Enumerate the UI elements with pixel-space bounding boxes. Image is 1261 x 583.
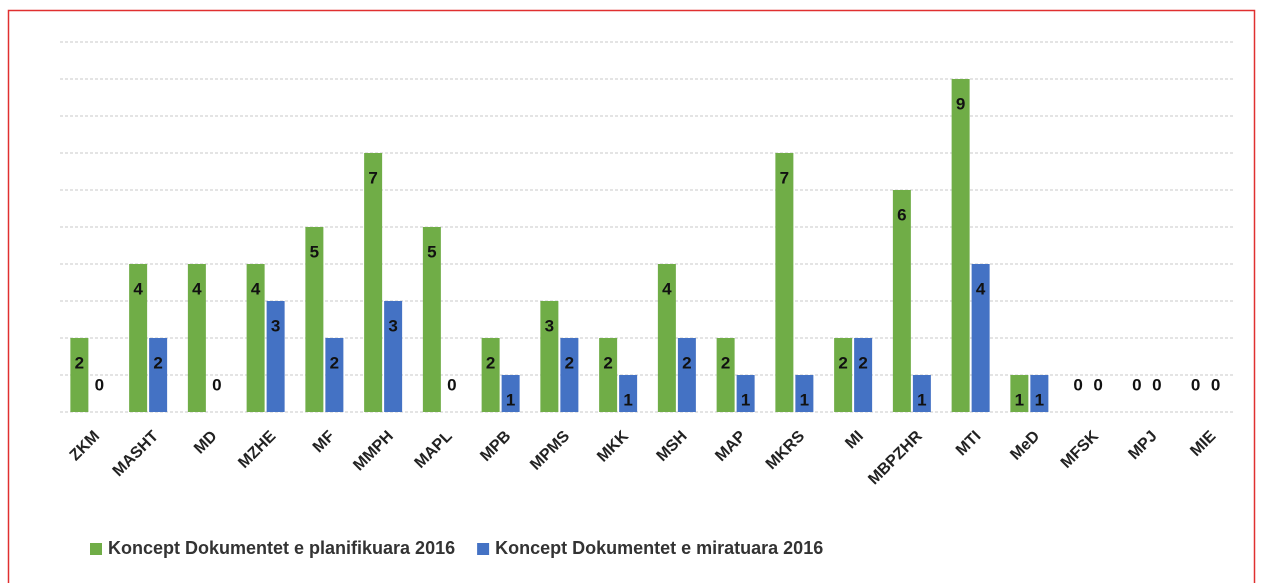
data-label: 4 (976, 279, 986, 298)
x-tick-label: MeD (1007, 428, 1043, 464)
legend-label: Koncept Dokumentet e miratuara 2016 (495, 538, 823, 558)
data-label: 2 (330, 353, 339, 372)
legend-swatch (90, 543, 102, 555)
data-label: 1 (917, 390, 926, 409)
data-label: 1 (800, 390, 809, 409)
data-label: 1 (623, 390, 632, 409)
x-tick-label: MFSK (1058, 427, 1102, 471)
data-label: 0 (95, 375, 104, 394)
data-label: 3 (388, 316, 397, 335)
x-tick-label: MD (191, 428, 221, 458)
bar (1010, 375, 1029, 412)
bar (70, 338, 89, 412)
data-label: 0 (1152, 375, 1161, 394)
frame (7, 9, 1256, 583)
bar (481, 338, 500, 412)
data-label: 0 (1073, 375, 1082, 394)
bar (305, 227, 324, 412)
bar (422, 227, 441, 412)
data-label: 2 (603, 353, 612, 372)
bar (854, 338, 873, 412)
legend-swatch (477, 543, 490, 555)
x-tick-label: MPJ (1125, 428, 1160, 463)
bar (951, 79, 970, 412)
x-tick-label: MZHE (235, 428, 279, 472)
data-label: 0 (1191, 375, 1200, 394)
data-label: 2 (565, 353, 574, 372)
bar (384, 301, 403, 412)
data-label: 0 (1093, 375, 1102, 394)
bar (599, 338, 618, 412)
x-tick-label: MI (842, 428, 867, 453)
data-label: 4 (133, 279, 143, 298)
data-label: 2 (682, 353, 691, 372)
data-label: 1 (1035, 390, 1044, 409)
bar (657, 264, 676, 412)
data-label: 3 (545, 316, 554, 335)
data-label: 4 (662, 279, 672, 298)
data-label: 0 (212, 375, 221, 394)
data-label: 0 (447, 375, 456, 394)
bar (364, 153, 383, 412)
data-label: 1 (1015, 390, 1024, 409)
x-tick-label: MKK (594, 427, 632, 465)
x-tick-label: MIE (1187, 428, 1219, 460)
bar (912, 375, 931, 412)
bar (892, 190, 911, 412)
x-tick-label: MSH (654, 428, 691, 465)
data-label: 6 (897, 205, 906, 224)
x-tick-label: MTI (953, 428, 985, 460)
x-tick-label: MF (310, 428, 339, 457)
data-label: 2 (838, 353, 847, 372)
data-label: 5 (427, 242, 436, 261)
bar (129, 264, 148, 412)
bar (834, 338, 853, 412)
x-tick-label: MMPH (350, 428, 397, 475)
data-label: 1 (506, 390, 515, 409)
data-label: 4 (251, 279, 261, 298)
x-tick-label: MAP (712, 428, 749, 465)
data-label: 2 (721, 353, 730, 372)
bar (246, 264, 265, 412)
x-tick-label: MASHT (110, 428, 162, 480)
bar (1030, 375, 1049, 412)
data-label: 0 (1132, 375, 1141, 394)
legend-label: Koncept Dokumentet e planifikuara 2016 (108, 538, 455, 558)
bar (716, 338, 735, 412)
bar (501, 375, 520, 412)
bar (736, 375, 755, 412)
bar (795, 375, 814, 412)
x-tick-label: MKRS (763, 428, 809, 474)
bar (325, 338, 344, 412)
data-label: 4 (192, 279, 202, 298)
bar (540, 301, 559, 412)
x-tick-label: ZKM (67, 428, 104, 465)
bar (266, 301, 285, 412)
bar (187, 264, 206, 412)
data-label: 1 (741, 390, 750, 409)
bar (619, 375, 638, 412)
x-tick-label: MBPZHR (865, 427, 926, 488)
data-label: 5 (310, 242, 319, 261)
bar (149, 338, 168, 412)
data-label: 7 (780, 168, 789, 187)
data-label: 2 (486, 353, 495, 372)
bar (560, 338, 579, 412)
x-tick-label: MAPL (412, 428, 456, 472)
x-tick-label: MPB (477, 428, 514, 465)
data-label: 2 (75, 353, 84, 372)
bar (677, 338, 696, 412)
data-label: 2 (153, 353, 162, 372)
data-label: 9 (956, 94, 965, 113)
bar (775, 153, 794, 412)
bar (971, 264, 990, 412)
data-label: 0 (1211, 375, 1220, 394)
data-label: 2 (858, 353, 867, 372)
data-label: 7 (368, 168, 377, 187)
data-label: 3 (271, 316, 280, 335)
x-tick-label: MPMS (527, 428, 573, 474)
